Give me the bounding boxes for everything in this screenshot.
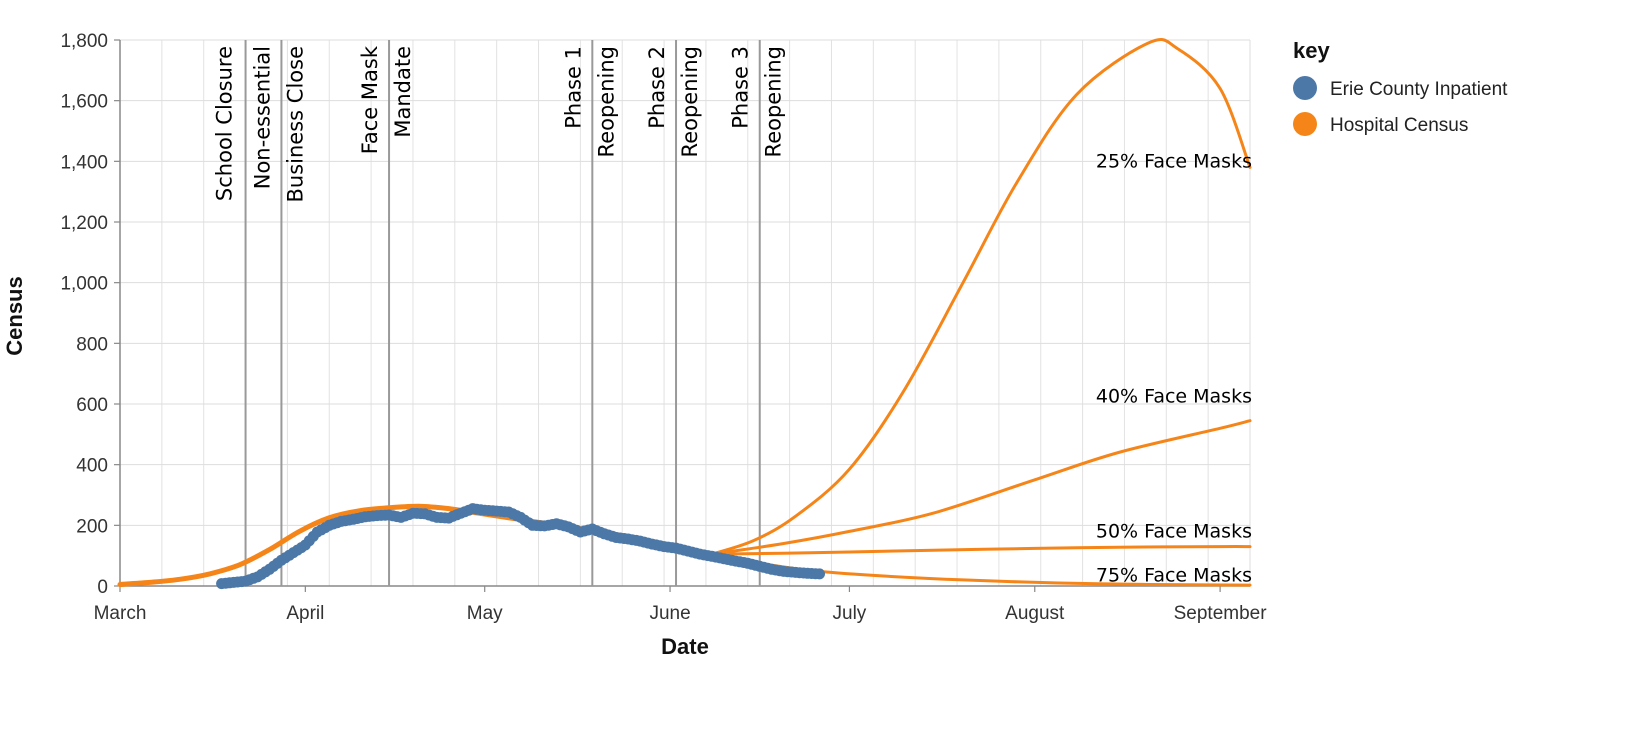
scenario-line xyxy=(710,419,1252,556)
scenario-label: 75% Face Masks xyxy=(1096,564,1252,586)
event-label: Non-essential xyxy=(250,46,274,189)
event-label: Business Close xyxy=(283,46,307,203)
event-label: Phase 3 xyxy=(729,46,753,129)
event-label: Reopening xyxy=(678,46,702,157)
x-tick-label: April xyxy=(286,603,324,624)
y-tick-label: 1,200 xyxy=(60,213,108,234)
y-tick-label: 800 xyxy=(76,334,108,355)
y-tick-label: 400 xyxy=(76,456,108,477)
legend-swatch xyxy=(1293,112,1317,136)
x-tick-label: May xyxy=(467,603,503,624)
event-lines: School Closure Non-essential Business Clos… xyxy=(213,40,786,586)
event-label: Mandate xyxy=(391,46,415,138)
scenario-labels: 25% Face Masks 40% Face Masks 50% Face Mas… xyxy=(1096,150,1252,586)
x-axis-title: Date xyxy=(661,634,709,659)
y-tick-label: 200 xyxy=(76,516,108,537)
series-points xyxy=(216,503,825,590)
y-tick-label: 1,600 xyxy=(60,92,108,113)
axes: 0 200 400 600 800 1,000 1,200 1,400 1,600 1,800 Ma… xyxy=(60,31,1267,624)
x-tick-label: September xyxy=(1174,603,1268,624)
x-tick-label: July xyxy=(833,603,867,624)
event-label: Reopening xyxy=(594,46,618,157)
y-tick-label: 1,800 xyxy=(60,31,108,52)
scenario-line xyxy=(710,545,1252,556)
event-label: Phase 2 xyxy=(645,46,669,129)
x-tick-label: March xyxy=(94,603,147,624)
y-tick-label: 1,000 xyxy=(60,274,108,295)
legend-label: Erie County Inpatient xyxy=(1330,79,1508,100)
legend-label: Hospital Census xyxy=(1330,115,1468,136)
legend-title: key xyxy=(1293,38,1330,63)
y-tick-label: 0 xyxy=(97,577,108,598)
y-tick-label: 600 xyxy=(76,395,108,416)
event-label: Face Mask xyxy=(358,45,382,154)
grid xyxy=(119,39,1251,587)
x-tick-label: August xyxy=(1005,603,1065,624)
event-label: Phase 1 xyxy=(561,46,585,129)
event-label: Reopening xyxy=(762,46,786,157)
x-tick-label: June xyxy=(649,603,690,624)
scenario-label: 40% Face Masks xyxy=(1096,385,1252,407)
scenario-line xyxy=(710,38,1252,556)
scenario-label: 25% Face Masks xyxy=(1096,150,1252,172)
y-axis-title: Census xyxy=(2,276,27,355)
inpatient-point xyxy=(814,568,825,580)
scenario-label: 50% Face Masks xyxy=(1096,520,1252,542)
y-tick-label: 1,400 xyxy=(60,152,108,173)
event-label: School Closure xyxy=(213,46,237,201)
legend-swatch xyxy=(1293,76,1317,100)
